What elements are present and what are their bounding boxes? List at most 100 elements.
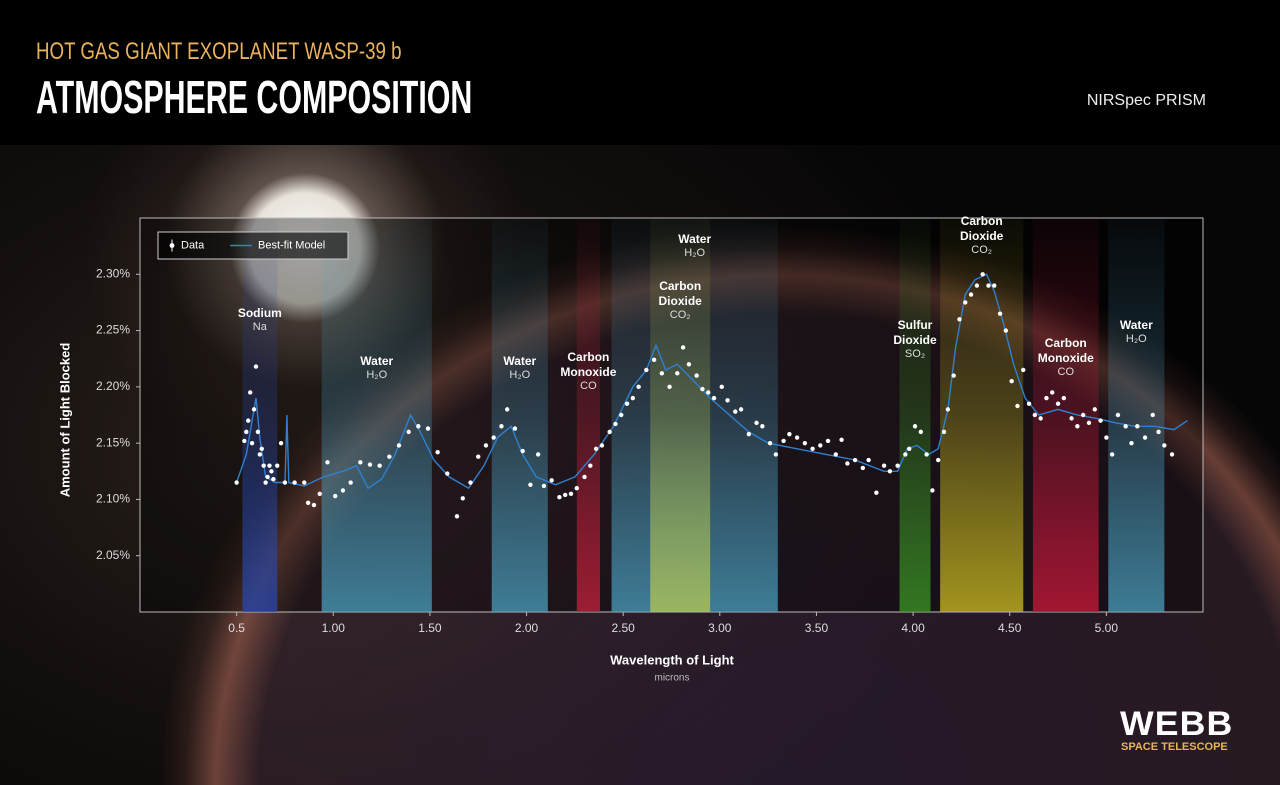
data-point [292,480,297,485]
data-point [406,429,411,435]
data-point [773,452,779,457]
data-point [491,435,496,440]
data-point [659,371,665,376]
data-point [259,446,264,451]
absorption-band [491,219,548,612]
data-point [980,272,985,277]
data-point [903,452,908,457]
data-point [263,480,268,485]
data-point [242,438,247,444]
data-point [951,373,956,378]
data-point [711,395,717,401]
data-point [568,491,574,496]
data-point [396,443,402,448]
data-point [907,446,912,451]
data-point [278,440,284,446]
y-tick-label: 2.20% [96,379,130,393]
data-point [675,371,680,376]
instrument: NIRSpec PRISM [1086,92,1206,109]
data-point [505,407,510,412]
data-point [667,384,672,390]
absorption-band [242,219,278,612]
band-formula: Na [252,321,267,333]
y-axis-label: Amount of Light Blocked [57,343,72,498]
data-point [912,424,918,429]
data-point [700,386,705,392]
data-point [1109,452,1115,457]
data-point [787,431,792,437]
data-point [269,469,274,474]
band-formula: CO₂ [971,244,993,256]
band-name: Water [503,354,537,368]
data-point [257,452,263,457]
data-point [754,420,759,426]
data-point [460,496,465,501]
absorption-band [1032,219,1099,612]
data-point [244,429,249,435]
band-name: Carbon Dioxide [658,279,702,308]
absorption-band [321,219,432,612]
band-formula: H₂O [509,369,531,381]
data-point [852,457,858,463]
band-name: Carbon Monoxide [560,350,617,379]
x-axis-label: Wavelength of Light [610,652,734,667]
data-point [860,465,866,471]
data-point [574,485,579,491]
logo-tagline: SPACE TELESCOPE [1121,741,1228,753]
data-point [387,454,392,459]
x-tick-label: 2.00 [515,621,539,635]
data-point [333,493,338,499]
absorption-band [940,219,1024,612]
data-point [541,483,547,489]
data-point [624,401,630,406]
data-point [619,412,624,418]
data-point [1009,379,1014,384]
data-point [706,390,711,395]
data-point [963,300,968,305]
legend-label: Data [181,239,205,251]
data-point [302,480,307,485]
data-point [957,317,962,322]
data-point [794,435,800,440]
legend-marker [169,243,175,248]
x-tick-label: 2.50 [612,621,636,635]
data-point [416,424,421,429]
data-point [1015,403,1020,409]
data-point [1162,443,1167,448]
x-tick-label: 3.50 [805,621,829,635]
data-point [1069,416,1074,421]
data-point [997,311,1003,316]
data-point [563,492,568,498]
band-formula: H₂O [1125,333,1147,345]
data-point [630,395,636,401]
absorption-band [650,219,711,612]
data-point [476,454,481,459]
data-point [719,384,724,390]
x-axis-unit: microns [654,673,689,684]
data-point [974,283,980,288]
x-tick-label: 5.00 [1095,621,1119,635]
data-point [445,471,450,476]
data-point [651,357,657,363]
band-formula: SO₂ [904,348,926,360]
data-point [767,440,773,446]
data-point [520,448,525,454]
subtitle: HOT GAS GIANT EXOPLANET WASP-39 b [36,38,402,65]
data-point [725,398,730,403]
data-point [636,384,641,390]
data-point [1115,412,1121,418]
data-point [247,390,253,395]
data-point [325,460,330,465]
x-tick-label: 3.00 [708,621,732,635]
band-formula: H₂O [366,369,388,381]
data-point [582,474,587,480]
data-point [1061,395,1067,401]
data-point [483,443,489,448]
data-point [1098,418,1103,423]
data-point [936,457,941,463]
data-point [249,440,255,446]
data-point [340,488,346,493]
data-point [1150,412,1155,418]
